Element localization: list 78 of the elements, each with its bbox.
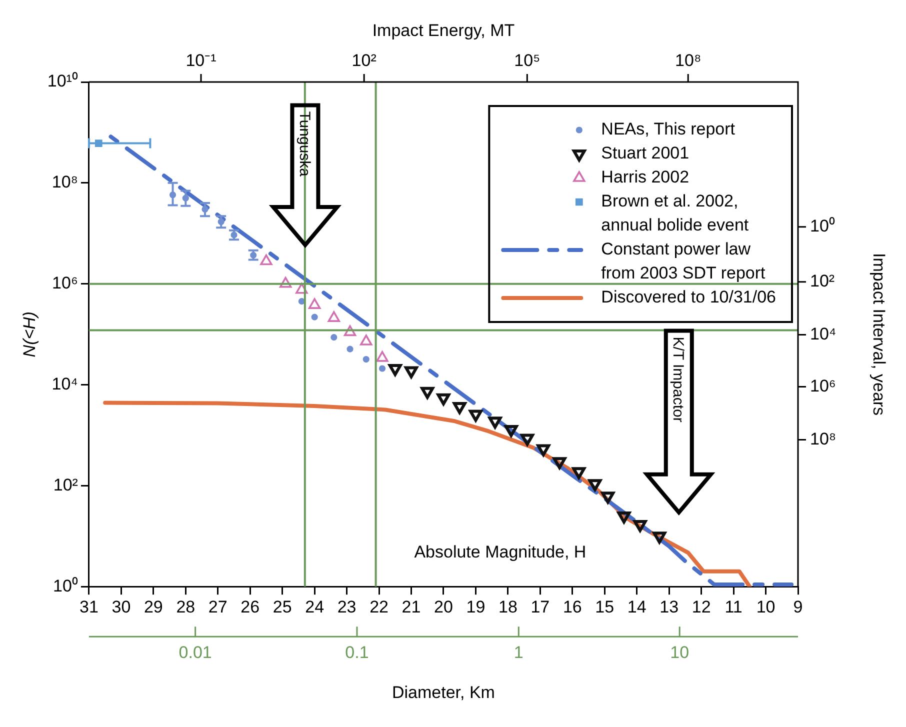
point: [404, 366, 418, 378]
text: Diameter, Km: [392, 682, 495, 702]
text: 10⁸: [675, 51, 702, 70]
point: [520, 434, 534, 446]
point: [617, 512, 631, 524]
point: [330, 334, 338, 341]
legend-label: NEAs, This report: [601, 120, 736, 139]
y-tick-label: 10²: [53, 475, 78, 494]
annotation: K/T Impactor: [670, 336, 687, 422]
x-tick-label: 10: [756, 597, 776, 616]
point: [378, 365, 386, 372]
x-tick-label: 23: [337, 597, 356, 616]
x-tick-label: 27: [208, 597, 228, 616]
point: [469, 410, 482, 422]
x-tick-label: 16: [562, 597, 582, 616]
legend-label: Brown et al. 2002, annual bolide event: [601, 192, 749, 235]
text: 10⁻¹: [186, 51, 217, 70]
point: [420, 386, 434, 399]
x-tick-label: 21: [402, 597, 421, 616]
x-tick-label: 28: [176, 597, 196, 616]
point: [552, 457, 566, 470]
legend-label: Discovered to 10/31/06: [601, 288, 776, 307]
x-tick-label: 25: [272, 597, 292, 616]
point: [436, 393, 450, 406]
x-tick-label: 31: [80, 597, 98, 616]
point: [488, 416, 502, 429]
y-tick-label: 10¹⁰: [47, 72, 78, 91]
text: 10⁶: [810, 376, 836, 396]
y-tick-label: 10⁰: [53, 576, 78, 596]
point: [504, 424, 518, 437]
text: 10²: [810, 272, 835, 291]
text: 10⁰: [810, 216, 835, 236]
x-axis-title: Absolute Magnitude, H: [414, 542, 586, 562]
point: [601, 492, 615, 504]
text: 1: [514, 642, 524, 662]
x-tick-label: 20: [434, 597, 453, 616]
text: 10⁸: [810, 429, 836, 448]
x-tick-label: 12: [692, 597, 711, 616]
x-tick-label: 9: [793, 597, 803, 616]
point: [346, 346, 354, 352]
x-tick-label: 26: [240, 597, 260, 616]
x-tick-label: 22: [370, 597, 388, 616]
point: [536, 444, 550, 456]
point: [362, 356, 370, 363]
x-tick-label: 13: [660, 597, 679, 616]
point: [652, 532, 666, 544]
x-tick-label: 29: [144, 597, 163, 616]
text: 10: [670, 642, 690, 662]
x-tick-label: 18: [498, 597, 518, 616]
x2-axis-title: Impact Energy, MT: [372, 21, 515, 40]
point: [311, 314, 318, 320]
point: [298, 298, 305, 305]
point: [452, 402, 466, 414]
text: 10²: [352, 51, 377, 70]
text: 10⁵: [514, 51, 540, 70]
text: 0.1: [345, 642, 369, 662]
point: [633, 520, 647, 532]
text: 0.01: [178, 642, 212, 662]
x-tick-label: 14: [627, 597, 646, 616]
point: [388, 364, 402, 376]
legend-label: Stuart 2001: [601, 144, 690, 163]
text: 10⁴: [810, 324, 836, 344]
x-tick-label: 24: [305, 597, 324, 616]
legend-label: Constant power law from 2003 SDT report: [601, 240, 766, 283]
x-tick-label: 19: [466, 597, 486, 616]
x-tick-label: 11: [724, 597, 742, 616]
x-tick-label: 15: [595, 597, 614, 616]
legend-label: Harris 2002: [601, 168, 690, 187]
point: [572, 467, 586, 480]
y-axis-title: N(<H): [20, 311, 39, 358]
y2-axis-title: Impact Interval, years: [869, 253, 888, 416]
point: [588, 479, 602, 492]
annotation: Tunguska: [296, 111, 313, 178]
y-tick-label: 10⁸: [52, 172, 78, 192]
y-tick-label: 10⁴: [52, 374, 78, 394]
x-tick-label: 17: [530, 597, 550, 616]
x-tick-label: 30: [112, 597, 131, 616]
y-tick-label: 10⁶: [52, 274, 78, 293]
